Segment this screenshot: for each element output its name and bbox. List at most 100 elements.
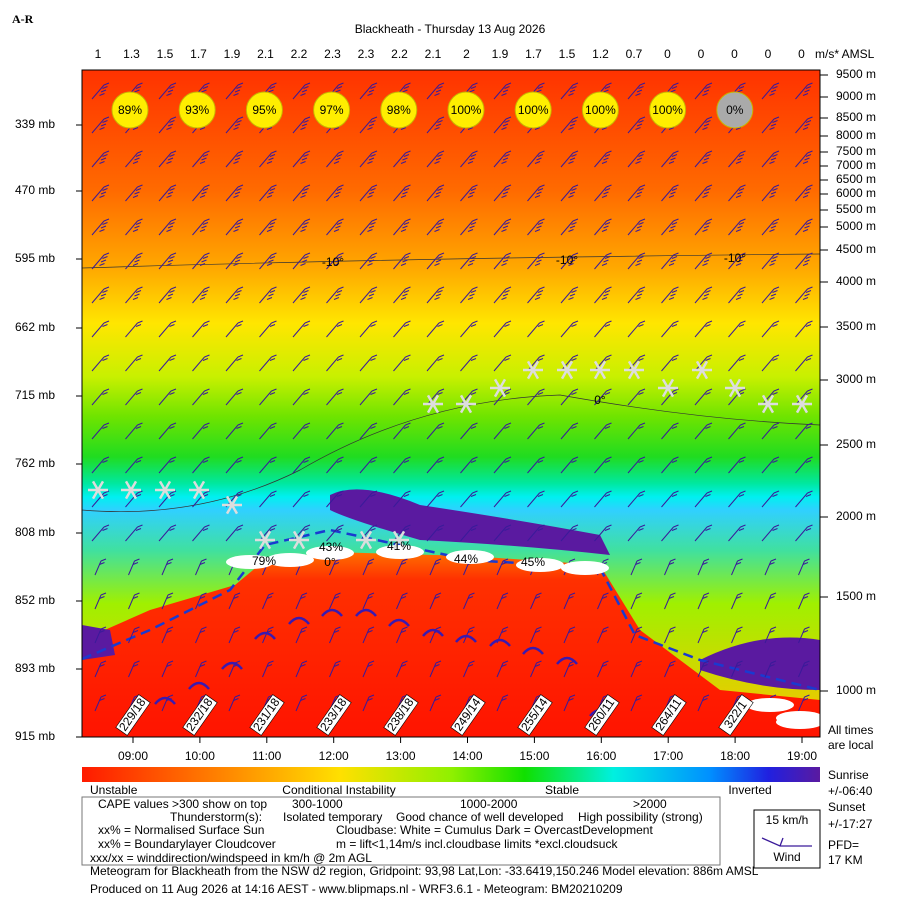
wind-barb <box>594 150 612 168</box>
lift-value: 2.2 <box>391 47 408 61</box>
wind-barb <box>563 592 576 610</box>
wind-barb <box>426 490 445 508</box>
wind-barb <box>560 320 579 338</box>
wind-barb <box>493 524 512 542</box>
logo: A-R <box>12 12 34 26</box>
wind-barb <box>597 660 609 678</box>
wind-barb <box>393 286 411 304</box>
wind-barb <box>429 660 442 678</box>
sun-circle <box>178 91 216 129</box>
pressure-label: 852 mb <box>15 593 55 607</box>
wind-barb <box>664 558 676 576</box>
wind-barb <box>362 558 375 576</box>
wind-barb <box>460 456 478 474</box>
wind-barb <box>761 184 780 202</box>
wind-barb <box>91 252 110 270</box>
wind-barb <box>795 184 813 202</box>
wind-barb <box>158 388 177 406</box>
wind-barb <box>496 694 509 712</box>
lift-value: 2 <box>463 47 470 61</box>
time-label: 17:00 <box>653 749 683 763</box>
wind-barb <box>694 82 713 100</box>
wind-barb <box>426 524 445 542</box>
wind-barb <box>728 252 746 270</box>
lift-value: 2.3 <box>324 47 341 61</box>
wind-barb <box>426 218 445 236</box>
wind-barb <box>694 218 713 236</box>
thermal-arc <box>455 634 477 643</box>
wind-barb <box>393 252 411 270</box>
wind-barb <box>560 286 579 304</box>
cloud-cover-label: 41% <box>387 539 411 553</box>
wind-barb <box>493 252 512 270</box>
wind-barb <box>192 388 210 406</box>
wind-barb <box>463 660 475 678</box>
wind-barb <box>460 524 478 542</box>
wind-barb <box>259 490 277 508</box>
lift-value: 1.7 <box>525 47 542 61</box>
snowflake <box>725 378 745 398</box>
wind-barb <box>262 626 274 644</box>
lift-value: 0 <box>798 47 805 61</box>
snowflake <box>88 480 108 500</box>
wind-barb <box>262 592 274 610</box>
legend-text: 300-1000 <box>292 797 343 811</box>
wind-barb <box>329 626 341 644</box>
time-label: 14:00 <box>452 749 482 763</box>
wind-barb <box>527 422 545 440</box>
altitude-label: 5000 m <box>836 219 876 233</box>
wind-barb <box>359 354 378 372</box>
wind-barb <box>694 116 713 134</box>
sun-percentage: 100% <box>652 103 683 117</box>
wind-barb <box>259 320 277 338</box>
wind-label-bg <box>249 694 285 736</box>
wind-barb <box>728 354 746 372</box>
time-label: 09:00 <box>118 749 148 763</box>
wind-barb <box>493 286 512 304</box>
wind-barb <box>731 592 743 610</box>
wind-barb <box>460 286 478 304</box>
wind-barb <box>326 388 344 406</box>
wind-label-bg <box>450 694 486 736</box>
wind-barb <box>627 456 646 474</box>
wind-barb <box>393 456 411 474</box>
wind-barb <box>359 286 378 304</box>
snowflake <box>189 480 209 500</box>
wind-barb <box>359 252 378 270</box>
wind-barb <box>192 354 210 372</box>
wind-barb <box>460 388 478 406</box>
wind-barb <box>359 320 378 338</box>
wind-barb <box>429 694 442 712</box>
wind-barb <box>527 456 545 474</box>
wind-barb <box>728 184 746 202</box>
snowflake <box>658 378 678 398</box>
sun-circle <box>514 91 552 129</box>
wind-barb <box>396 626 408 644</box>
wind-barb <box>527 286 545 304</box>
altitude-label: 9500 m <box>836 67 876 81</box>
wind-barb <box>460 252 478 270</box>
colorbar-label: Stable <box>545 783 579 797</box>
legend-text: CAPE values >300 show on top <box>98 797 267 811</box>
wind-barb <box>158 252 177 270</box>
wind-barb <box>125 388 143 406</box>
wind-barb <box>493 150 512 168</box>
wind-barb <box>594 320 612 338</box>
wind-barb <box>493 82 512 100</box>
isotherm <box>81 394 821 512</box>
wind-barb <box>560 150 579 168</box>
wind-word: Wind <box>773 850 800 864</box>
altitude-label: 3500 m <box>836 319 876 333</box>
wind-barb <box>329 660 341 678</box>
wind-barb <box>761 252 780 270</box>
snowflake <box>523 360 543 380</box>
colorbar-label: Inverted <box>728 783 771 797</box>
wind-barb <box>158 422 177 440</box>
wind-barb <box>91 388 110 406</box>
wind-barb <box>460 354 478 372</box>
altitude-label: 7500 m <box>836 144 876 158</box>
wind-barb <box>627 320 646 338</box>
lift-value: 1.3 <box>123 47 140 61</box>
wind-barb <box>326 286 344 304</box>
